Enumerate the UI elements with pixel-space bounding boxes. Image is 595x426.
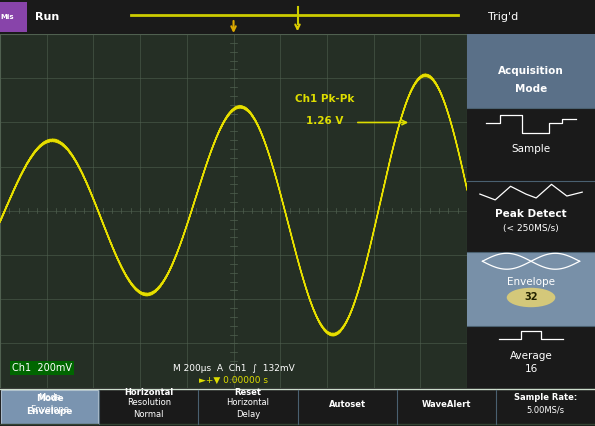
Text: Normal: Normal: [133, 410, 164, 419]
FancyBboxPatch shape: [467, 34, 595, 108]
FancyBboxPatch shape: [0, 2, 27, 32]
Text: 1.26 V: 1.26 V: [306, 116, 343, 126]
Text: Sample Rate:: Sample Rate:: [514, 393, 577, 402]
Text: Average: Average: [510, 351, 552, 361]
Text: Acquisition: Acquisition: [498, 66, 564, 76]
Text: 16: 16: [524, 364, 538, 374]
Text: Envelope: Envelope: [507, 276, 555, 287]
FancyBboxPatch shape: [467, 251, 595, 326]
Text: Ch1  200mV: Ch1 200mV: [12, 363, 71, 373]
Text: Autoset: Autoset: [328, 400, 366, 409]
Text: Mis: Mis: [1, 14, 14, 20]
Text: 32: 32: [524, 293, 538, 302]
Text: (< 250MS/s): (< 250MS/s): [503, 224, 559, 233]
Text: Mode: Mode: [36, 394, 64, 403]
Text: Sample: Sample: [512, 144, 550, 154]
Text: Resolution: Resolution: [127, 398, 171, 408]
Text: Horizontal: Horizontal: [227, 398, 270, 408]
Text: ►+▼ 0.00000 s: ►+▼ 0.00000 s: [199, 376, 268, 385]
Text: Trig'd: Trig'd: [488, 12, 518, 22]
FancyBboxPatch shape: [1, 390, 98, 424]
Ellipse shape: [507, 288, 555, 307]
Text: Mode: Mode: [515, 84, 547, 94]
Text: WaveAlert: WaveAlert: [421, 400, 471, 409]
Text: Mode: Mode: [38, 393, 61, 402]
Text: 5.00MS/s: 5.00MS/s: [527, 406, 565, 414]
Text: Envelope: Envelope: [26, 407, 73, 416]
Text: Envelope: Envelope: [30, 406, 69, 414]
Text: Horizontal: Horizontal: [124, 388, 173, 397]
Text: Reset: Reset: [234, 388, 261, 397]
Text: Peak Detect: Peak Detect: [495, 210, 567, 219]
Text: M 200μs  A  Ch1  ∫  132mV: M 200μs A Ch1 ∫ 132mV: [173, 364, 295, 373]
Text: Delay: Delay: [236, 410, 260, 419]
Text: Ch1 Pk-Pk: Ch1 Pk-Pk: [295, 95, 354, 104]
Text: Run: Run: [35, 12, 59, 22]
